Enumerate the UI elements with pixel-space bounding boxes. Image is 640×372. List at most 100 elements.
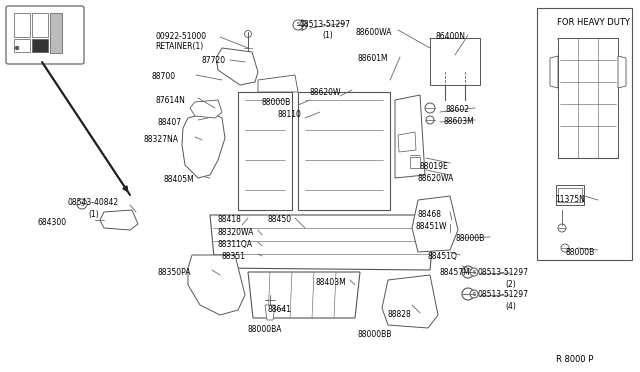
Polygon shape	[550, 56, 558, 88]
Polygon shape	[210, 215, 435, 270]
Text: R 8000 P: R 8000 P	[556, 355, 593, 364]
Text: 88351: 88351	[222, 252, 246, 261]
Circle shape	[342, 308, 349, 315]
Bar	[32, 39, 48, 52]
Text: 88000B: 88000B	[455, 234, 484, 243]
Circle shape	[243, 69, 249, 75]
Text: S: S	[296, 22, 300, 28]
Circle shape	[257, 275, 264, 282]
Polygon shape	[258, 75, 298, 92]
Circle shape	[265, 295, 275, 305]
Text: 88311QA: 88311QA	[218, 240, 253, 249]
Circle shape	[278, 202, 285, 208]
Text: 88110: 88110	[278, 110, 302, 119]
Circle shape	[15, 46, 19, 50]
Polygon shape	[410, 157, 420, 168]
Text: S: S	[472, 269, 476, 275]
Text: 88641: 88641	[268, 305, 292, 314]
Text: 88405M: 88405M	[163, 175, 194, 184]
Text: 88320WA: 88320WA	[218, 228, 254, 237]
Circle shape	[380, 202, 387, 208]
Text: 88457M: 88457M	[440, 268, 471, 277]
Text: 88403M: 88403M	[315, 278, 346, 287]
Circle shape	[230, 60, 238, 68]
Circle shape	[425, 103, 435, 113]
FancyBboxPatch shape	[6, 6, 84, 64]
Text: 88468: 88468	[418, 210, 442, 219]
Text: 88700: 88700	[152, 72, 176, 81]
Circle shape	[610, 150, 616, 156]
Text: (2): (2)	[505, 280, 516, 289]
Circle shape	[561, 244, 569, 252]
Circle shape	[77, 199, 87, 209]
Circle shape	[255, 308, 262, 315]
Circle shape	[410, 150, 420, 160]
Text: 684300: 684300	[38, 218, 67, 227]
Bar	[50, 13, 62, 53]
Polygon shape	[382, 275, 438, 328]
Circle shape	[462, 288, 474, 300]
Text: 00922-51000: 00922-51000	[155, 32, 206, 41]
Text: 88000B: 88000B	[565, 248, 595, 257]
Text: 08513-51297: 08513-51297	[300, 20, 351, 29]
Polygon shape	[398, 132, 416, 152]
Circle shape	[344, 275, 351, 282]
Text: 88327NA: 88327NA	[143, 135, 178, 144]
Circle shape	[462, 266, 474, 278]
Circle shape	[278, 93, 285, 99]
Circle shape	[196, 151, 204, 158]
Circle shape	[205, 106, 211, 112]
Bar	[556, 185, 584, 205]
Circle shape	[470, 268, 478, 276]
Bar	[32, 13, 48, 37]
Text: 88828: 88828	[388, 310, 412, 319]
Text: 11375N: 11375N	[555, 195, 585, 204]
Circle shape	[610, 40, 616, 46]
Text: RETAINER(1): RETAINER(1)	[155, 42, 204, 51]
Polygon shape	[558, 38, 618, 158]
Circle shape	[301, 202, 308, 208]
Circle shape	[442, 238, 449, 246]
Polygon shape	[412, 196, 458, 252]
Text: 86400N: 86400N	[436, 32, 466, 41]
Text: 88620W: 88620W	[310, 88, 342, 97]
Text: 88600WA: 88600WA	[355, 28, 392, 37]
Circle shape	[426, 205, 433, 212]
Circle shape	[200, 135, 210, 145]
Text: 88451Q: 88451Q	[428, 252, 458, 261]
Text: 87720: 87720	[202, 56, 226, 65]
Polygon shape	[182, 112, 225, 178]
Polygon shape	[190, 100, 222, 118]
Text: (4): (4)	[505, 302, 516, 311]
Text: 88000BA: 88000BA	[248, 325, 282, 334]
Circle shape	[209, 277, 219, 287]
Circle shape	[114, 216, 122, 224]
Text: 88019E: 88019E	[420, 162, 449, 171]
Polygon shape	[618, 56, 626, 88]
Circle shape	[470, 290, 478, 298]
Polygon shape	[298, 92, 390, 210]
Circle shape	[558, 224, 566, 232]
Text: 88000BB: 88000BB	[358, 330, 392, 339]
Circle shape	[404, 112, 412, 119]
Text: 88603M: 88603M	[443, 117, 474, 126]
Circle shape	[405, 295, 415, 305]
Circle shape	[293, 20, 303, 30]
Text: 08513-51297: 08513-51297	[478, 268, 529, 277]
Circle shape	[380, 93, 387, 99]
Bar	[558, 188, 582, 202]
Text: 88407: 88407	[158, 118, 182, 127]
Circle shape	[560, 150, 566, 156]
Circle shape	[207, 262, 214, 269]
Text: 88620WA: 88620WA	[418, 174, 454, 183]
Text: 87614N: 87614N	[155, 96, 185, 105]
Text: 88450: 88450	[268, 215, 292, 224]
Bar	[14, 39, 30, 52]
Text: FOR HEAVY DUTY: FOR HEAVY DUTY	[557, 18, 630, 27]
Circle shape	[301, 93, 308, 99]
Circle shape	[297, 20, 307, 30]
Polygon shape	[188, 255, 245, 315]
Text: 88602: 88602	[445, 105, 469, 114]
Text: (1): (1)	[88, 210, 99, 219]
Text: 88451W: 88451W	[415, 222, 447, 231]
